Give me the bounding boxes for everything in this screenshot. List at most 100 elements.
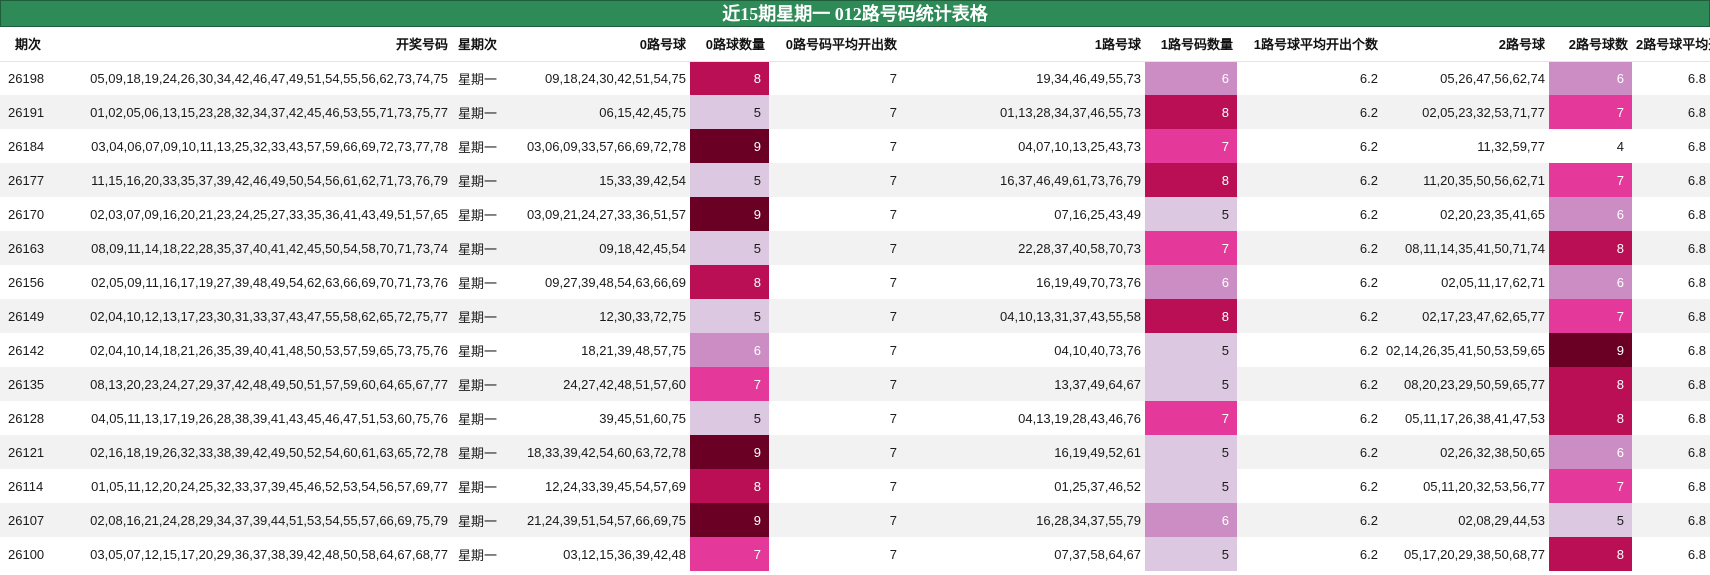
cell-route0-count: 8 <box>690 469 769 503</box>
header-route1-balls[interactable]: 1路号球 <box>901 27 1145 62</box>
cell-route1-count: 5 <box>1145 435 1237 469</box>
table-row: 26198 05,09,18,19,24,26,30,34,42,46,47,49… <box>0 61 1710 95</box>
cell-route2-balls: 02,14,26,35,41,50,53,59,65 <box>1382 333 1549 367</box>
cell-draw-numbers: 03,04,06,07,09,10,11,13,25,32,33,43,57,5… <box>52 129 452 163</box>
cell-period: 26100 <box>0 537 52 571</box>
cell-route0-count: 5 <box>690 231 769 265</box>
header-route1-count[interactable]: 1路号码数量 <box>1145 27 1237 62</box>
cell-route2-avg: 6.8 <box>1632 503 1710 537</box>
cell-route1-count: 5 <box>1145 197 1237 231</box>
table-row: 26128 04,05,11,13,17,19,26,28,38,39,41,43… <box>0 401 1710 435</box>
header-route0-avg[interactable]: 0路号码平均开出数 <box>769 27 901 62</box>
cell-route0-count: 9 <box>690 197 769 231</box>
cell-route0-balls: 12,24,33,39,45,54,57,69 <box>507 469 690 503</box>
cell-route2-count: 6 <box>1549 61 1632 95</box>
header-route2-balls[interactable]: 2路号球 <box>1382 27 1549 62</box>
cell-route1-avg: 6.2 <box>1237 299 1382 333</box>
cell-route1-avg: 6.2 <box>1237 163 1382 197</box>
cell-route1-balls: 04,10,13,31,37,43,55,58 <box>901 299 1145 333</box>
cell-route0-avg: 7 <box>769 231 901 265</box>
cell-route0-count: 9 <box>690 435 769 469</box>
cell-period: 26149 <box>0 299 52 333</box>
cell-route1-count: 6 <box>1145 265 1237 299</box>
cell-route0-avg: 7 <box>769 129 901 163</box>
header-route0-balls[interactable]: 0路号球 <box>507 27 690 62</box>
cell-route1-count: 8 <box>1145 299 1237 333</box>
header-route2-count[interactable]: 2路号球数 <box>1549 27 1632 62</box>
cell-draw-numbers: 08,09,11,14,18,22,28,35,37,40,41,42,45,5… <box>52 231 452 265</box>
table-body: 26198 05,09,18,19,24,26,30,34,42,46,47,49… <box>0 61 1710 571</box>
cell-draw-numbers: 02,08,16,21,24,28,29,34,37,39,44,51,53,5… <box>52 503 452 537</box>
cell-draw-numbers: 11,15,16,20,33,35,37,39,42,46,49,50,54,5… <box>52 163 452 197</box>
table-row: 26121 02,16,18,19,26,32,33,38,39,42,49,50… <box>0 435 1710 469</box>
cell-route2-avg: 6.8 <box>1632 95 1710 129</box>
cell-draw-numbers: 01,05,11,12,20,24,25,32,33,37,39,45,46,5… <box>52 469 452 503</box>
cell-route0-balls: 03,09,21,24,27,33,36,51,57 <box>507 197 690 231</box>
cell-weekday: 星期一 <box>452 231 507 265</box>
cell-route0-count: 5 <box>690 299 769 333</box>
cell-route2-avg: 6.8 <box>1632 401 1710 435</box>
cell-route2-count: 8 <box>1549 367 1632 401</box>
stats-table: 期次 开奖号码 星期次 0路号球 0路球数量 0路号码平均开出数 1路号球 1路… <box>0 27 1710 571</box>
header-weekday[interactable]: 星期次 <box>452 27 507 62</box>
cell-route2-balls: 11,32,59,77 <box>1382 129 1549 163</box>
cell-route0-balls: 09,18,42,45,54 <box>507 231 690 265</box>
table-row: 26149 02,04,10,12,13,17,23,30,31,33,37,43… <box>0 299 1710 333</box>
cell-route1-avg: 6.2 <box>1237 95 1382 129</box>
cell-route1-balls: 04,10,40,73,76 <box>901 333 1145 367</box>
cell-route2-avg: 6.8 <box>1632 367 1710 401</box>
cell-route2-count: 7 <box>1549 469 1632 503</box>
cell-route0-avg: 7 <box>769 537 901 571</box>
cell-route2-count: 6 <box>1549 197 1632 231</box>
header-route1-avg[interactable]: 1路号球平均开出个数 <box>1237 27 1382 62</box>
cell-weekday: 星期一 <box>452 129 507 163</box>
header-period[interactable]: 期次 <box>0 27 52 62</box>
cell-period: 26177 <box>0 163 52 197</box>
cell-route1-balls: 07,16,25,43,49 <box>901 197 1145 231</box>
cell-route0-avg: 7 <box>769 95 901 129</box>
cell-route0-count: 5 <box>690 163 769 197</box>
cell-route2-balls: 11,20,35,50,56,62,71 <box>1382 163 1549 197</box>
cell-route2-balls: 05,11,20,32,53,56,77 <box>1382 469 1549 503</box>
cell-route1-count: 5 <box>1145 469 1237 503</box>
cell-route1-balls: 04,13,19,28,43,46,76 <box>901 401 1145 435</box>
table-row: 26135 08,13,20,23,24,27,29,37,42,48,49,50… <box>0 367 1710 401</box>
cell-period: 26191 <box>0 95 52 129</box>
cell-route2-balls: 02,26,32,38,50,65 <box>1382 435 1549 469</box>
cell-route1-avg: 6.2 <box>1237 129 1382 163</box>
cell-route0-avg: 7 <box>769 435 901 469</box>
cell-route0-count: 5 <box>690 401 769 435</box>
cell-route2-avg: 6.8 <box>1632 435 1710 469</box>
cell-route2-avg: 6.8 <box>1632 163 1710 197</box>
cell-route2-avg: 6.8 <box>1632 129 1710 163</box>
cell-route1-count: 7 <box>1145 231 1237 265</box>
table-row: 26156 02,05,09,11,16,17,19,27,39,48,49,54… <box>0 265 1710 299</box>
cell-route2-balls: 08,20,23,29,50,59,65,77 <box>1382 367 1549 401</box>
cell-period: 26170 <box>0 197 52 231</box>
cell-route1-count: 7 <box>1145 129 1237 163</box>
cell-route2-balls: 05,17,20,29,38,50,68,77 <box>1382 537 1549 571</box>
cell-weekday: 星期一 <box>452 435 507 469</box>
cell-weekday: 星期一 <box>452 163 507 197</box>
cell-route0-avg: 7 <box>769 197 901 231</box>
header-route0-count[interactable]: 0路球数量 <box>690 27 769 62</box>
table-row: 26114 01,05,11,12,20,24,25,32,33,37,39,45… <box>0 469 1710 503</box>
cell-route1-avg: 6.2 <box>1237 469 1382 503</box>
cell-period: 26128 <box>0 401 52 435</box>
cell-route2-count: 8 <box>1549 401 1632 435</box>
cell-route1-avg: 6.2 <box>1237 503 1382 537</box>
cell-route1-avg: 6.2 <box>1237 537 1382 571</box>
cell-period: 26156 <box>0 265 52 299</box>
cell-route0-avg: 7 <box>769 163 901 197</box>
cell-route1-balls: 16,28,34,37,55,79 <box>901 503 1145 537</box>
cell-draw-numbers: 05,09,18,19,24,26,30,34,42,46,47,49,51,5… <box>52 61 452 95</box>
cell-route2-balls: 05,26,47,56,62,74 <box>1382 61 1549 95</box>
cell-route0-count: 8 <box>690 61 769 95</box>
header-route2-avg[interactable]: 2路号球平均开出个数 <box>1632 27 1710 62</box>
header-numbers[interactable]: 开奖号码 <box>52 27 452 62</box>
table-title: 近15期星期一 012路号码统计表格 <box>0 0 1710 27</box>
cell-weekday: 星期一 <box>452 95 507 129</box>
cell-route0-avg: 7 <box>769 299 901 333</box>
cell-period: 26198 <box>0 61 52 95</box>
cell-weekday: 星期一 <box>452 367 507 401</box>
